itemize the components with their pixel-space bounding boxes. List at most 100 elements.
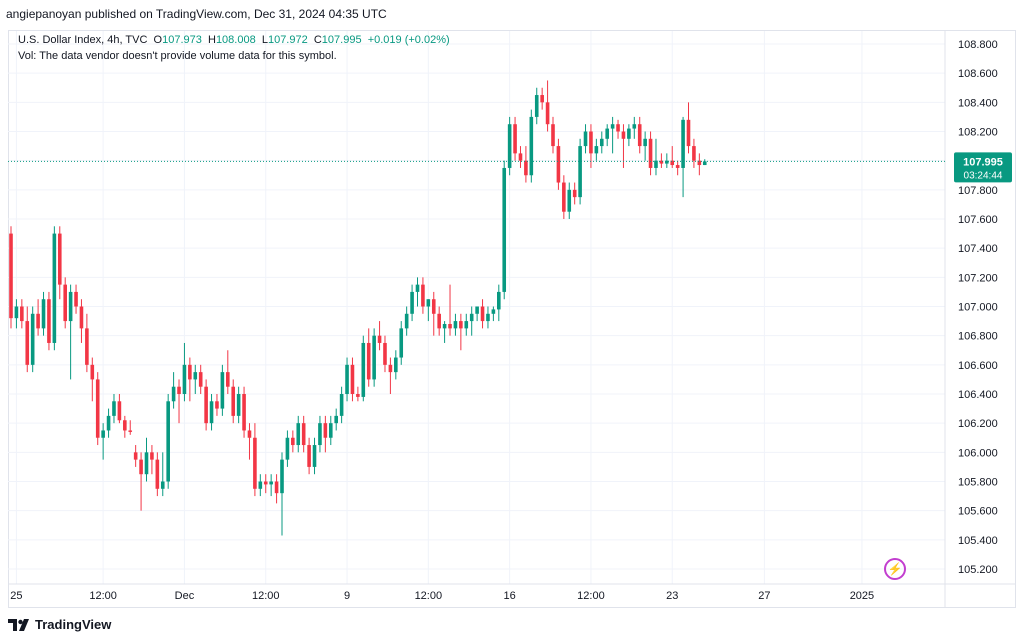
publish-header: angiepanoyan published on TradingView.co… — [6, 7, 387, 21]
candle-down — [448, 324, 452, 329]
y-tick-label: 107.600 — [958, 214, 998, 226]
candle-down — [226, 372, 230, 387]
candle-down — [47, 299, 51, 343]
candle-down — [518, 153, 523, 161]
time-axis: 25 12:00 Dec 12:00 9 12:00 16 12:00 23 27 2025 — [9, 583, 1015, 602]
candle-down — [323, 423, 328, 438]
candle-down — [291, 437, 295, 446]
candle-down — [128, 430, 133, 432]
candle-down — [356, 394, 360, 397]
candle-down — [383, 342, 387, 365]
candle-down — [377, 335, 382, 343]
footer-brand[interactable]: TradingView — [8, 617, 111, 632]
candle-up — [345, 364, 349, 394]
candle-down — [263, 481, 268, 485]
candle-down — [307, 445, 311, 467]
candle-up — [464, 321, 469, 329]
candle-down — [692, 146, 696, 161]
candle-up — [426, 299, 431, 307]
candle-up — [486, 313, 490, 322]
candle-down — [139, 459, 143, 475]
price-axis: 108.800108.600108.400108.200108.000107.8… — [944, 31, 998, 607]
candle-up — [328, 423, 333, 438]
candle-up — [318, 423, 322, 446]
candle-down — [36, 313, 40, 329]
candle-up — [112, 401, 116, 416]
candle-up — [627, 128, 631, 139]
candle-up — [475, 306, 479, 314]
candle-down — [572, 189, 577, 198]
y-tick-label: 106.400 — [958, 389, 998, 401]
high-value: 108.008 — [215, 34, 256, 46]
candle-up — [605, 128, 609, 139]
lightning-icon[interactable]: ⚡ — [884, 558, 906, 580]
candle-up — [567, 189, 572, 212]
candle-down — [589, 131, 593, 154]
candle-up — [442, 324, 447, 329]
candle-down — [350, 364, 355, 394]
y-tick-label: 106.800 — [958, 331, 998, 343]
y-tick-label: 108.400 — [958, 97, 998, 109]
tradingview-logo-icon — [8, 618, 29, 631]
candle-up — [502, 167, 507, 292]
candle-up — [507, 124, 512, 168]
price-tag-value: 107.995 — [963, 156, 1003, 168]
candle-up — [339, 394, 344, 416]
candle-down — [388, 364, 393, 373]
high-label: H — [207, 34, 216, 46]
x-tick-label: 27 — [758, 590, 770, 602]
x-tick-label: 12:00 — [252, 590, 280, 602]
candle-up — [41, 299, 46, 329]
candle-down — [562, 182, 566, 212]
candle-up — [220, 372, 225, 409]
candle-down — [621, 131, 626, 139]
candle-up — [632, 124, 637, 129]
candle-up — [681, 119, 685, 168]
x-tick-label: 2025 — [850, 590, 874, 602]
candle-up — [534, 95, 539, 117]
candle-up — [30, 313, 35, 365]
candle-up — [52, 233, 57, 343]
candle-down — [85, 328, 89, 365]
candle-up — [68, 291, 73, 322]
candle-up — [643, 138, 647, 147]
open-value: 107.973 — [162, 34, 202, 46]
candle-up — [236, 394, 241, 416]
candle-down — [123, 420, 127, 431]
candle-up — [285, 437, 290, 460]
candle-up — [497, 291, 501, 310]
candle-down — [25, 321, 30, 365]
candle-up — [404, 313, 409, 329]
candle-up — [399, 328, 404, 358]
candle-down — [247, 430, 252, 438]
candle-up — [702, 161, 707, 166]
chart-panel[interactable] — [8, 30, 1016, 608]
candle-down — [556, 146, 561, 183]
candle-down — [437, 313, 441, 329]
candle-up — [144, 452, 149, 475]
candle-up — [410, 291, 414, 314]
candle-up — [654, 160, 658, 168]
x-tick-label: 25 — [10, 590, 22, 602]
candle-down — [675, 165, 680, 168]
candle-up — [106, 415, 111, 431]
candle-up — [610, 124, 615, 129]
candle-down — [63, 284, 67, 322]
low-value: 107.972 — [267, 34, 308, 46]
y-tick-label: 106.000 — [958, 447, 998, 459]
ohlc-legend: U.S. Dollar Index, 4h, TVC O107.973 H108… — [18, 34, 450, 46]
candle-down — [274, 481, 279, 494]
last-price-line: 107.995 03:24:44 — [8, 152, 1012, 183]
candle-down — [366, 342, 371, 380]
candle-down — [459, 321, 463, 329]
candle-down — [301, 423, 306, 446]
candle-up — [258, 481, 263, 489]
candle-up — [296, 423, 301, 446]
y-tick-label: 107.800 — [958, 185, 998, 197]
candle-up — [361, 342, 366, 397]
candle-up — [312, 445, 317, 467]
candle-up — [578, 146, 582, 198]
y-tick-label: 107.000 — [958, 302, 998, 314]
